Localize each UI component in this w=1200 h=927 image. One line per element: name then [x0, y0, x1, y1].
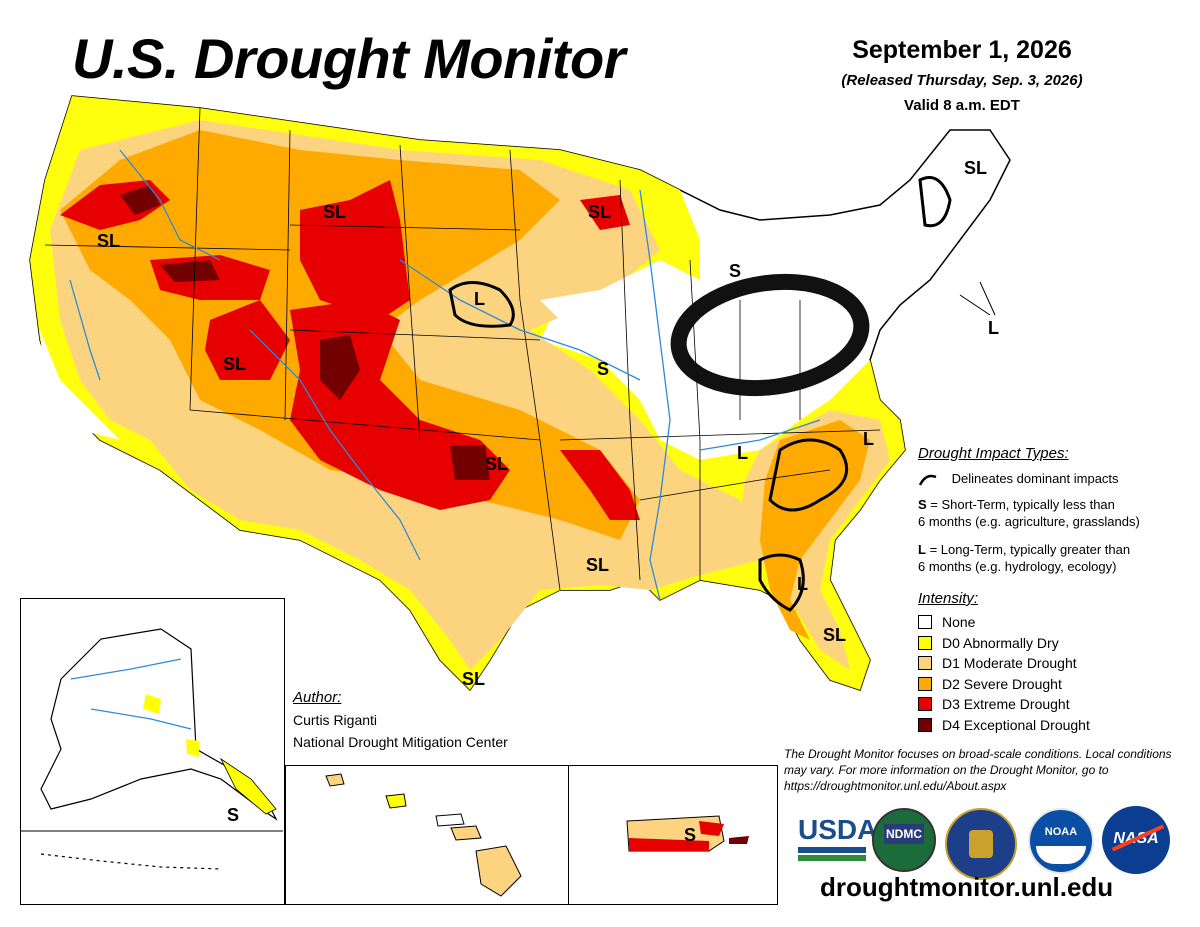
intensity-row: D0 Abnormally Dry — [918, 635, 1059, 651]
intensity-label: D3 Extreme Drought — [942, 696, 1070, 712]
puerto-rico-inset: S — [568, 765, 778, 905]
impact-lines — [448, 176, 952, 612]
impact-types-heading: Drought Impact Types: — [918, 445, 1069, 462]
intensity-row: D2 Severe Drought — [918, 676, 1062, 692]
rivers — [69, 149, 821, 601]
intensity-label: D1 Moderate Drought — [942, 655, 1077, 671]
disclaimer-text: The Drought Monitor focuses on broad-sca… — [784, 747, 1172, 793]
label-leader-lines — [959, 281, 996, 316]
label-sl-oregon: SL — [97, 231, 120, 251]
label-sl-maine: SL — [964, 158, 987, 178]
delineates-row: Delineates dominant impacts — [918, 470, 1198, 487]
intensity-swatch — [918, 635, 932, 650]
ndmc-logo: NDMC — [872, 808, 936, 872]
d2-region-se — [760, 420, 870, 640]
intensity-row: None — [918, 614, 975, 630]
d4-region-ok — [450, 445, 490, 480]
none-region-ne — [830, 200, 940, 310]
d3-region-wy — [300, 180, 410, 320]
d4-region-id — [160, 260, 220, 282]
d3-region-mn — [580, 195, 630, 230]
release-date: (Released Thursday, Sep. 3, 2026) — [841, 72, 1083, 89]
intensity-label: None — [942, 614, 976, 630]
intensity-swatch — [918, 717, 932, 732]
intensity-label: D0 Abnormally Dry — [942, 634, 1059, 651]
intensity-swatch — [918, 615, 932, 629]
short-term-desc2: 6 months (e.g. agriculture, grasslands) — [918, 514, 1140, 529]
label-l-nebraska: L — [474, 289, 485, 309]
label-s-iowa: S — [597, 359, 609, 379]
short-term-row: S = Short-Term, typically less than 6 mon… — [918, 496, 1198, 530]
map-title: U.S. Drought Monitor — [72, 27, 626, 90]
noaa-logo-text: NOAA — [1044, 826, 1078, 838]
label-l-georgia: L — [797, 574, 808, 594]
ndmc-logo-text: NDMC — [884, 824, 924, 844]
label-sl-oklahoma: SL — [485, 454, 508, 474]
intensity-row: D4 Exceptional Drought — [918, 717, 1090, 733]
noaa-logo: NOAA — [1028, 808, 1094, 874]
map-date: September 1, 2026 — [852, 36, 1072, 64]
hawaii-map — [325, 773, 522, 897]
d3-region-ok — [560, 450, 640, 520]
intensity-swatch — [918, 697, 932, 711]
none-region-southwest — [40, 330, 120, 440]
author-org: National Drought Mitigation Center — [293, 734, 508, 750]
intensity-row: D3 Extreme Drought — [918, 696, 1070, 712]
short-term-key: S — [918, 497, 927, 512]
label-sl-texas: SL — [462, 669, 485, 689]
label-s-michigan: S — [729, 261, 741, 281]
d3-region-ut — [205, 300, 290, 380]
label-l-virginia: L — [863, 429, 874, 449]
impact-labels: SL SL SL SL SL SL SL SL SL S S L L L L L — [97, 158, 999, 689]
long-term-desc2: 6 months (e.g. hydrology, ecology) — [918, 559, 1117, 574]
long-term-row: L = Long-Term, typically greater than 6 m… — [918, 541, 1198, 575]
nasa-logo: NASA — [1102, 806, 1170, 874]
label-s-alaska: S — [227, 805, 239, 825]
d4-region-or — [120, 185, 160, 215]
label-sl-louisiana: SL — [586, 555, 609, 575]
intensity-label: D2 Severe Drought — [942, 675, 1062, 692]
label-sl-florida: SL — [823, 625, 846, 645]
long-term-desc: = Long-Term, typically greater than — [925, 542, 1131, 557]
state-borders — [44, 107, 881, 591]
valid-time: Valid 8 a.m. EDT — [904, 97, 1020, 114]
delineates-text: Delineates dominant impacts — [951, 471, 1119, 486]
intensity-row: D1 Moderate Drought — [918, 655, 1077, 671]
intensity-heading: Intensity: — [918, 590, 979, 607]
label-l-newengland: L — [988, 318, 999, 338]
intensity-label: D4 Exceptional Drought — [942, 716, 1090, 733]
label-s-pr: S — [684, 825, 696, 845]
intensity-swatch — [918, 676, 932, 691]
label-sl-utah: SL — [223, 354, 246, 374]
ohio-circle-annotation — [670, 273, 870, 397]
usda-logo-text: USDA — [798, 814, 878, 845]
commerce-logo — [945, 808, 1017, 880]
label-sl-montana: SL — [323, 202, 346, 222]
website-url[interactable]: droughtmonitor.unl.edu — [820, 872, 1114, 902]
alaska-inset: S — [20, 598, 285, 905]
hawaii-inset — [285, 765, 569, 905]
short-term-desc: = Short-Term, typically less than — [926, 497, 1115, 512]
usda-logo: USDA — [798, 814, 878, 865]
intensity-swatch — [918, 656, 932, 670]
author-heading: Author: — [293, 689, 342, 706]
author-name: Curtis Riganti — [293, 712, 378, 728]
impact-line-icon — [918, 474, 937, 486]
long-term-key: L — [918, 542, 926, 557]
label-sl-wisconsin: SL — [588, 202, 611, 222]
alaska-map: S — [21, 628, 283, 870]
d4-region-co — [320, 335, 360, 400]
label-l-kentucky: L — [737, 443, 748, 463]
puerto-rico-map: S — [626, 815, 749, 852]
